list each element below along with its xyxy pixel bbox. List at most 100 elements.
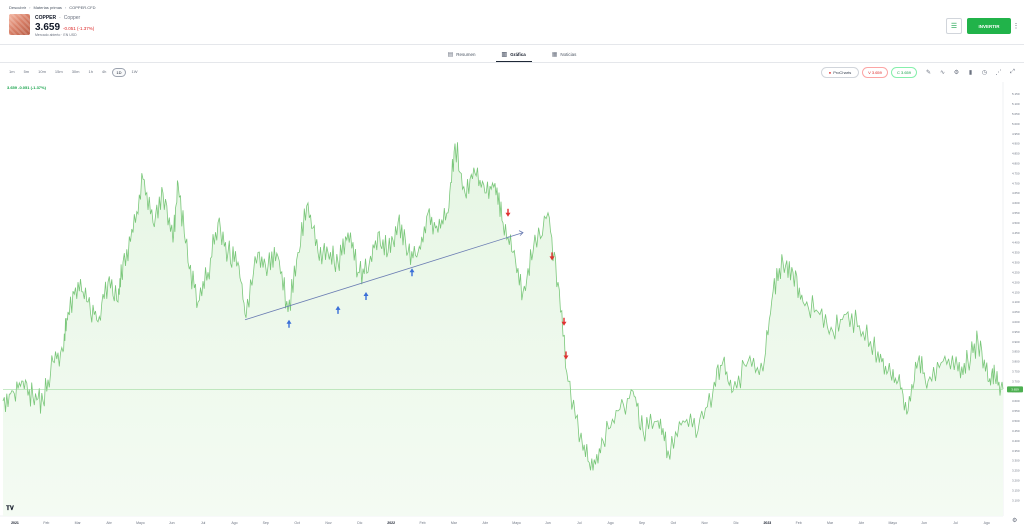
- bars-icon[interactable]: ▮: [968, 70, 973, 76]
- x-tick-label: Mayo: [512, 521, 521, 525]
- clock-icon[interactable]: ◷: [981, 70, 988, 76]
- tab-news[interactable]: ▦ Noticias: [546, 46, 583, 62]
- timeframe-15m[interactable]: 15m: [54, 69, 63, 74]
- y-tick-label: 3.900: [1012, 340, 1020, 344]
- share-icon[interactable]: ⋰: [995, 70, 1002, 76]
- settings-icon[interactable]: ⚙: [953, 70, 960, 76]
- down-arrow-icon: [561, 317, 567, 326]
- tab-label: Resumen: [456, 51, 476, 57]
- trendline-arrowhead: [518, 230, 524, 236]
- y-tick-label: 4.100: [1012, 300, 1020, 304]
- asset-subtitle: Copper: [63, 15, 81, 21]
- sell-button[interactable]: V 3.659: [862, 67, 888, 78]
- x-tick-label: Oct: [294, 521, 299, 525]
- y-tick-label: 4.300: [1012, 261, 1020, 265]
- up-arrow-icon: [335, 305, 341, 314]
- breadcrumb-item-commodities[interactable]: Materias primas: [33, 5, 62, 10]
- fullscreen-icon[interactable]: ⤢: [1010, 69, 1015, 75]
- x-tick-label: Feb: [796, 521, 802, 525]
- y-tick-label: 4.700: [1012, 181, 1020, 185]
- timeframe-4h[interactable]: 4h: [101, 69, 107, 74]
- x-tick-label: Ago: [231, 521, 237, 525]
- x-tick-label: Feb: [43, 521, 49, 525]
- y-tick-label: 4.600: [1012, 201, 1020, 205]
- chevron-right-icon: ›: [64, 5, 67, 10]
- tab-chart[interactable]: ▥ Gráfica: [495, 46, 532, 62]
- y-tick-label: 4.950: [1012, 132, 1020, 136]
- y-tick-label: 3.750: [1012, 370, 1020, 374]
- x-tick-label: Ago: [984, 521, 990, 525]
- tab-label: Gráfica: [510, 51, 526, 57]
- down-arrow-icon: [549, 252, 555, 261]
- chevron-right-icon: ›: [29, 5, 31, 10]
- buy-button[interactable]: C 3.659: [891, 67, 917, 78]
- y-tick-label: 3.950: [1012, 330, 1020, 334]
- timeframe-30m[interactable]: 30m: [71, 69, 80, 74]
- x-tick-label: Jul: [201, 521, 206, 525]
- procharts-label: ProCharts: [833, 70, 852, 75]
- list-icon: ☰: [950, 23, 958, 30]
- y-tick-label: 5.150: [1012, 92, 1020, 96]
- tab-summary[interactable]: ▤ Resumen: [442, 46, 482, 62]
- y-tick-label: 3.800: [1012, 360, 1020, 364]
- y-tick-label: 4.350: [1012, 251, 1020, 255]
- y-tick-label: 4.150: [1012, 290, 1020, 294]
- market-status: Mercado abierto · EN USD: [35, 33, 77, 37]
- y-tick-label: 5.000: [1012, 122, 1020, 126]
- x-tick-label: Mar: [451, 521, 458, 525]
- down-arrow-icon: [505, 208, 511, 217]
- price-area-fill: [3, 142, 1003, 517]
- timeframe-1w[interactable]: 1W: [131, 69, 138, 74]
- y-tick-label: 3.300: [1012, 459, 1020, 463]
- tab-label: Noticias: [560, 51, 577, 57]
- up-arrow-icon: [286, 319, 292, 328]
- chart-settings-icon[interactable]: ⚙: [1012, 518, 1018, 524]
- summary-icon: ▤: [447, 51, 454, 58]
- y-tick-label: 4.400: [1012, 241, 1020, 245]
- y-tick-label: 3.500: [1012, 419, 1020, 423]
- y-tick-label: 5.100: [1012, 102, 1020, 106]
- more-button[interactable]: ⋮: [1012, 18, 1020, 34]
- timeframe-5m[interactable]: 5m: [23, 69, 30, 74]
- x-tick-label: Mayo: [888, 521, 897, 525]
- timeframe-1h[interactable]: 1h: [88, 69, 93, 74]
- y-tick-label: 3.600: [1012, 399, 1020, 403]
- timeframe-1m[interactable]: 1m: [9, 69, 15, 74]
- breadcrumb: Descubrir › Materias primas › COPPER.CFD: [9, 5, 96, 10]
- x-tick-label: Sep: [639, 521, 645, 525]
- procharts-button[interactable]: ● ProCharts: [821, 67, 859, 78]
- watchlist-button[interactable]: ☰: [946, 18, 962, 34]
- price-line: [2, 142, 1004, 471]
- price-chart[interactable]: 5.150 5.100 5.050 5.000 4.950 4.900 4.850 4.800…: [0, 82, 1024, 527]
- x-tick-label: 2022: [387, 521, 395, 525]
- y-tick-label: 3.400: [1012, 439, 1020, 443]
- trendline: [244, 232, 524, 321]
- x-tick-label: Abr: [482, 521, 488, 525]
- last-price-badge: [1007, 386, 1023, 393]
- breadcrumb-item-discover[interactable]: Descubrir: [9, 5, 27, 10]
- x-tick-label: Jun: [545, 521, 551, 525]
- x-tick-label: Jun: [921, 521, 927, 525]
- x-tick-label: Abr: [859, 521, 865, 525]
- x-tick-label: Mar: [75, 521, 82, 525]
- y-tick-label: 3.200: [1012, 478, 1020, 482]
- kebab-menu-icon: ⋮: [1012, 23, 1020, 30]
- invest-button[interactable]: INVERTIR: [967, 18, 1011, 34]
- x-tick-label: 2021: [11, 521, 19, 525]
- procharts-icon: ●: [828, 70, 832, 75]
- timeframe-1d[interactable]: 1D: [112, 68, 126, 77]
- y-tick-label: 3.350: [1012, 449, 1020, 453]
- tradingview-logo-icon[interactable]: 𝐓𝐕: [6, 506, 14, 512]
- x-tick-label: Feb: [420, 521, 426, 525]
- timeframe-10m[interactable]: 10m: [38, 69, 46, 74]
- x-tick-label: Sep: [263, 521, 269, 525]
- draw-icon[interactable]: ✎: [925, 70, 932, 76]
- x-tick-label: Dic: [733, 521, 738, 525]
- y-tick-label: 3.450: [1012, 429, 1020, 433]
- y-tick-label: 3.700: [1012, 379, 1020, 383]
- y-tick-label: 4.650: [1012, 191, 1020, 195]
- y-tick-label: 4.850: [1012, 152, 1020, 156]
- indicator-icon[interactable]: ∿: [939, 70, 946, 76]
- asset-symbol: COPPER: [35, 15, 57, 21]
- x-tick-label: Oct: [671, 521, 676, 525]
